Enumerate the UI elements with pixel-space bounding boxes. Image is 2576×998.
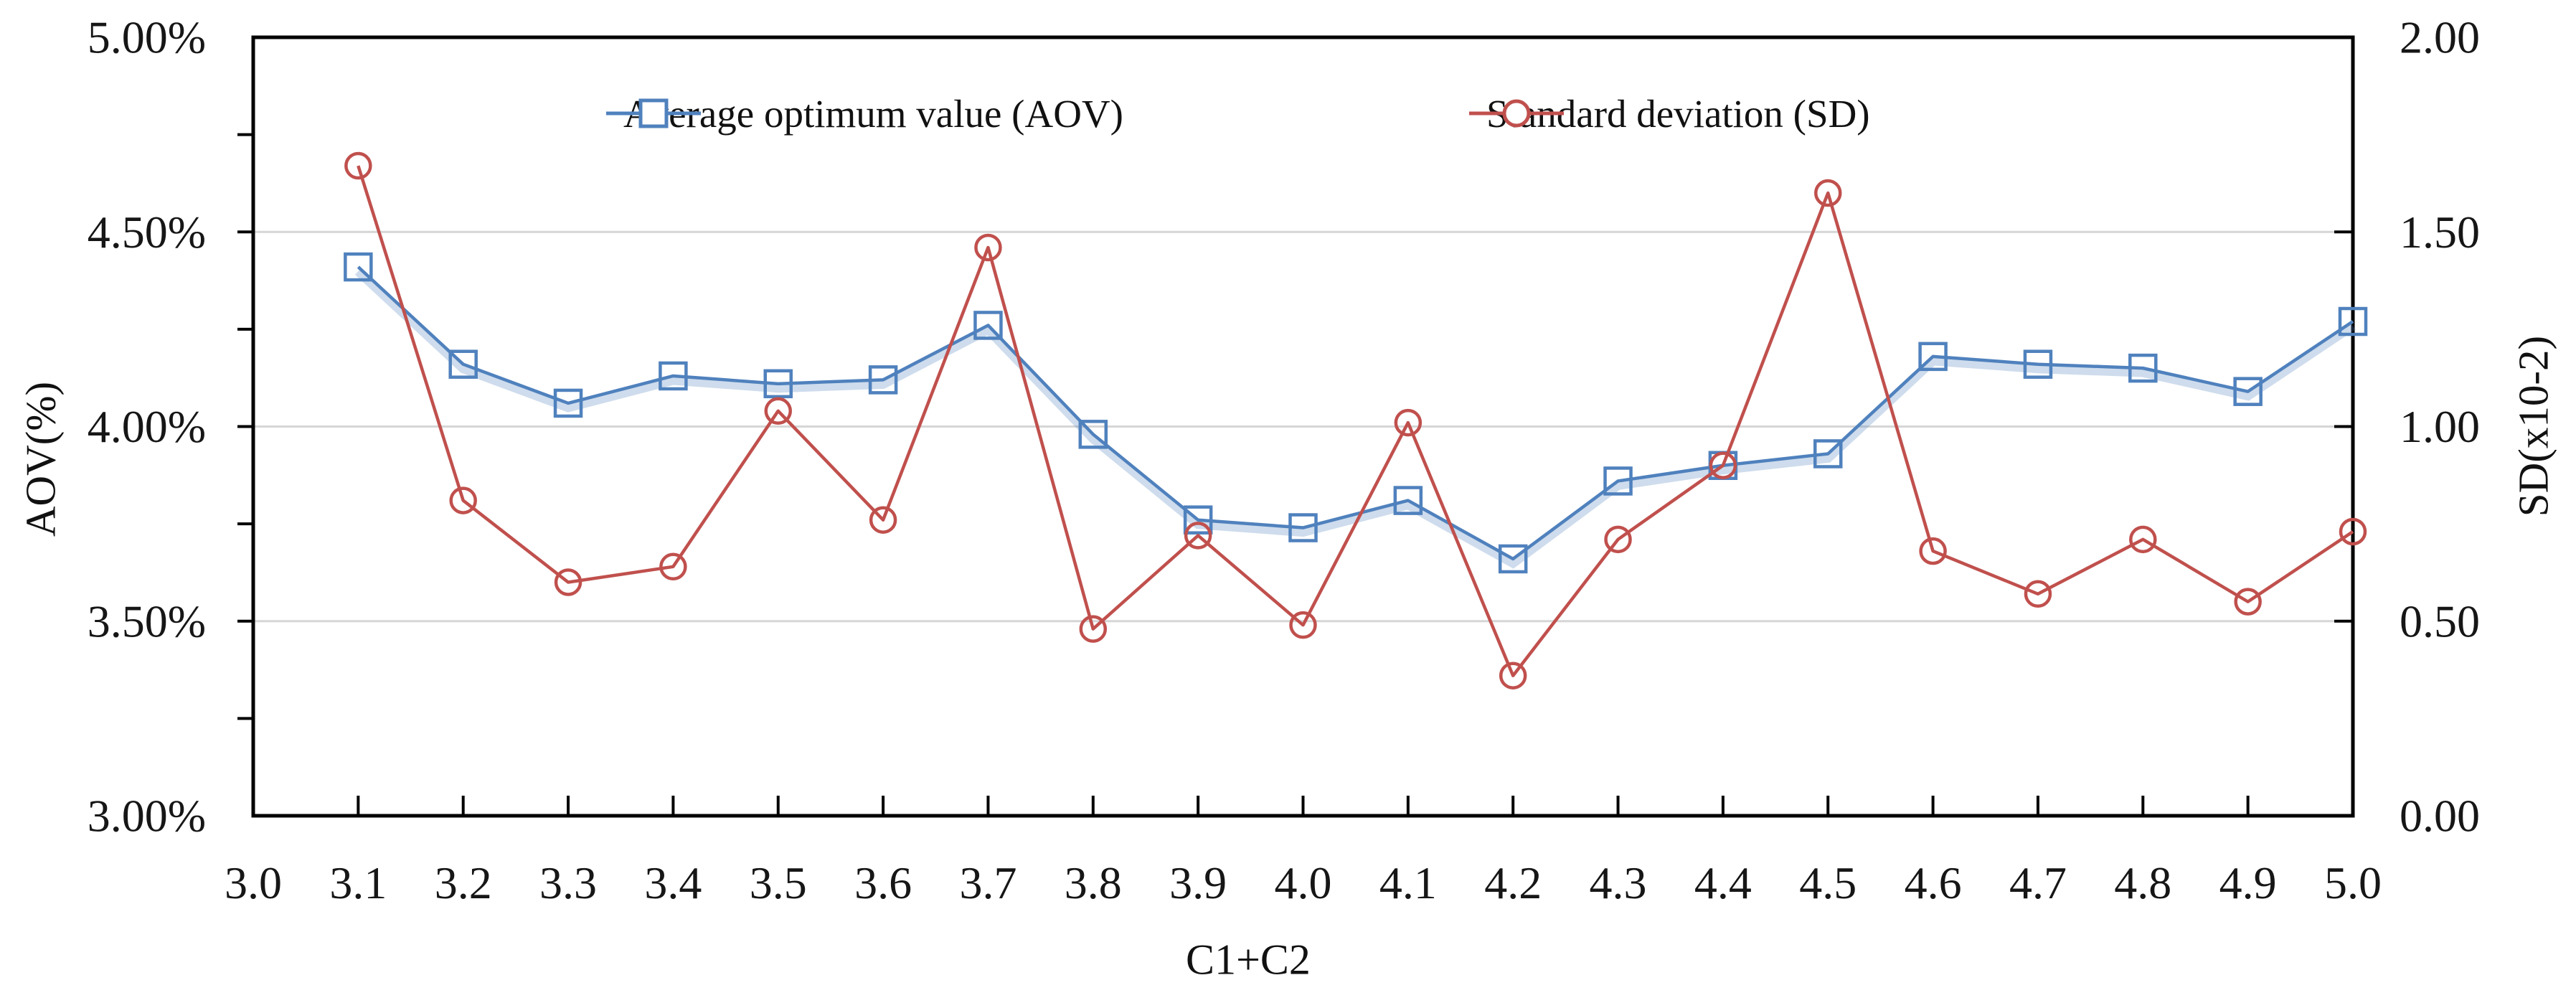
x-axis-tick-label: 3.8 bbox=[1065, 857, 1122, 908]
aov-marker bbox=[1813, 439, 1843, 469]
left-axis-tick-label: 5.00% bbox=[88, 12, 206, 63]
sd-marker bbox=[869, 506, 897, 534]
aov-marker bbox=[2128, 353, 2158, 383]
sd-marker bbox=[1814, 179, 1842, 207]
sd-marker bbox=[554, 568, 582, 596]
aov-line-shadow bbox=[354, 268, 2356, 569]
sd-marker bbox=[1499, 662, 1527, 689]
aov-marker bbox=[973, 311, 1003, 340]
aov-marker bbox=[553, 388, 583, 418]
left-axis-tick-label: 4.50% bbox=[88, 207, 206, 258]
x-axis-tick-label: 4.5 bbox=[1799, 857, 1856, 908]
left-axis-tick-label: 3.00% bbox=[88, 791, 206, 842]
aov-marker bbox=[344, 252, 373, 282]
x-axis-tick-label: 4.4 bbox=[1694, 857, 1752, 908]
aov-marker bbox=[2338, 306, 2368, 336]
aov-marker bbox=[2233, 377, 2263, 406]
x-axis-tick-label: 5.0 bbox=[2324, 857, 2382, 908]
sd-marker bbox=[1709, 451, 1737, 479]
sd-marker bbox=[449, 486, 477, 514]
right-axis-tick-label: 2.00 bbox=[2400, 12, 2480, 63]
sd-marker bbox=[1604, 525, 1632, 554]
sd-marker bbox=[344, 151, 372, 180]
sd-marker bbox=[2339, 517, 2367, 546]
x-axis-tick-label: 4.3 bbox=[1590, 857, 1647, 908]
aov-marker bbox=[2023, 349, 2053, 379]
sd-marker bbox=[1289, 611, 1317, 639]
sd-marker bbox=[2129, 525, 2157, 554]
axis-frame bbox=[251, 35, 2355, 818]
sd-line bbox=[357, 165, 2354, 677]
x-axis-tick-label: 3.9 bbox=[1169, 857, 1227, 908]
aov-marker bbox=[1918, 342, 1948, 372]
right-axis-tick-label: 1.00 bbox=[2400, 401, 2480, 452]
x-axis-tick-label: 4.0 bbox=[1275, 857, 1332, 908]
aov-marker bbox=[1498, 544, 1528, 574]
right-axis-tick-label: 0.50 bbox=[2400, 595, 2480, 646]
x-axis-tick-label: 3.1 bbox=[329, 857, 387, 908]
x-axis-tick-label: 4.1 bbox=[1379, 857, 1437, 908]
sd-marker bbox=[1394, 408, 1423, 437]
x-axis-tick-label: 4.6 bbox=[1905, 857, 1962, 908]
x-axis-tick-label: 3.6 bbox=[854, 857, 912, 908]
aov-marker bbox=[763, 369, 793, 399]
sd-marker bbox=[659, 552, 687, 581]
x-axis-tick-label: 3.7 bbox=[959, 857, 1016, 908]
x-axis-tick-label: 3.3 bbox=[539, 857, 597, 908]
x-axis-tick-label: 4.2 bbox=[1484, 857, 1542, 908]
sd-marker bbox=[1079, 615, 1108, 643]
x-axis-tick-label: 3.4 bbox=[644, 857, 702, 908]
aov-marker bbox=[448, 349, 478, 379]
x-axis-tick-label: 4.8 bbox=[2114, 857, 2171, 908]
x-axis-tick-label: 3.2 bbox=[435, 857, 492, 908]
right-axis-tick-label: 0.00 bbox=[2400, 791, 2480, 842]
left-axis-tick-label: 3.50% bbox=[88, 595, 206, 646]
x-axis-tick-label: 3.0 bbox=[225, 857, 282, 908]
aov-line bbox=[357, 265, 2354, 561]
x-axis-tick-label: 4.9 bbox=[2219, 857, 2277, 908]
sd-marker bbox=[974, 233, 1002, 262]
right-axis-title: SD(x10-2) bbox=[2509, 335, 2557, 517]
aov-marker bbox=[1393, 486, 1423, 515]
sd-marker bbox=[2234, 588, 2262, 616]
x-axis-title: C1+C2 bbox=[1186, 936, 1311, 984]
left-axis-tick-label: 4.00% bbox=[88, 401, 206, 452]
left-axis-title: AOV(%) bbox=[16, 381, 65, 537]
right-axis-tick-label: 1.50 bbox=[2400, 207, 2480, 258]
sd-marker bbox=[1919, 537, 1947, 565]
aov-marker bbox=[1603, 466, 1633, 496]
sd-marker bbox=[2024, 580, 2052, 608]
x-axis-tick-label: 3.5 bbox=[750, 857, 807, 908]
sd-marker bbox=[764, 397, 792, 425]
sd-marker bbox=[1184, 522, 1212, 550]
aov-marker bbox=[1078, 420, 1108, 449]
x-axis-tick-label: 4.7 bbox=[2009, 857, 2067, 908]
aov-marker bbox=[659, 361, 688, 391]
aov-marker bbox=[1183, 505, 1213, 535]
aov-marker bbox=[868, 365, 898, 395]
aov-marker bbox=[1288, 513, 1318, 542]
